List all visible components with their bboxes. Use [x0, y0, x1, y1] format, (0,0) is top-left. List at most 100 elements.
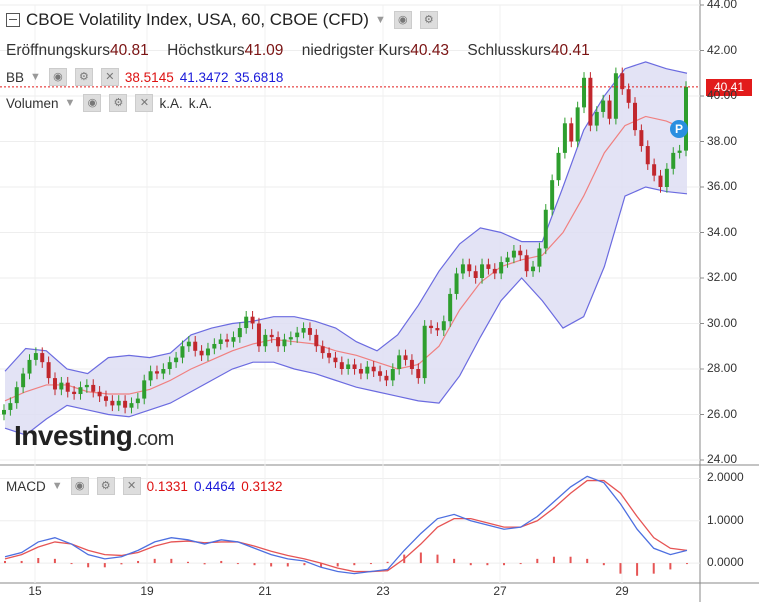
macd-hist-bar — [153, 558, 156, 564]
gear-icon[interactable]: ⚙ — [74, 68, 93, 86]
candle-body — [569, 123, 574, 142]
candle-body — [397, 355, 402, 369]
candle-body — [174, 357, 179, 363]
x-tick-label: 19 — [140, 584, 154, 598]
candle-body — [562, 123, 567, 153]
close-icon[interactable]: ✕ — [135, 94, 154, 112]
candle-body — [365, 366, 370, 374]
candle-body — [633, 102, 638, 131]
last-price-tag: 40.41 — [706, 79, 752, 96]
macd-hist-bar — [503, 563, 506, 566]
macd-legend: MACD ▼ ◉ ⚙ ✕ 0.1331 0.4464 0.3132 — [6, 477, 283, 495]
macd-hist-bar — [686, 563, 688, 565]
macd-hist-bar — [469, 563, 472, 566]
macd-hist-bar — [186, 561, 189, 564]
candle-body — [40, 353, 45, 363]
candle-body — [269, 334, 274, 338]
macd-line — [4, 475, 688, 575]
macd-hist-bar — [486, 563, 489, 566]
candle-body — [21, 373, 26, 388]
volume-legend: Volumen ▼ ◉ ⚙ ✕ k.A. k.A. — [6, 94, 212, 112]
candle-body — [352, 364, 357, 369]
candle-body — [601, 100, 606, 112]
candle-body — [537, 248, 542, 267]
candle-body — [486, 264, 491, 269]
candle-body — [205, 348, 210, 356]
gear-icon[interactable]: ⚙ — [419, 11, 438, 29]
candle-body — [231, 337, 236, 342]
collapse-icon[interactable] — [6, 13, 20, 27]
volume-value-1: k.A. — [159, 95, 183, 111]
chart-title-row: CBOE Volatility Index, USA, 60, CBOE (CF… — [6, 10, 438, 30]
candle-body — [460, 264, 465, 274]
candle-body — [403, 355, 408, 360]
candle-body — [613, 73, 618, 119]
y-tick-label: 32.00 — [707, 270, 738, 284]
candle-body — [607, 100, 612, 119]
macd-hist-bar — [303, 563, 306, 566]
candle-body — [288, 337, 293, 340]
volume-name[interactable]: Volumen — [6, 95, 59, 111]
macd-hist-bar — [636, 563, 639, 576]
candle-body — [556, 152, 561, 181]
macd-hist-bar — [419, 552, 422, 564]
candle-body — [218, 339, 223, 344]
candle-body — [550, 180, 555, 210]
bb-value-3: 35.6818 — [234, 69, 284, 85]
candle-body — [384, 375, 389, 381]
candle-body — [543, 209, 548, 249]
candle-body — [225, 339, 230, 342]
bb-name[interactable]: BB — [6, 69, 25, 85]
chevron-down-icon[interactable]: ▼ — [51, 480, 63, 492]
close-label: Schlusskurs — [467, 42, 551, 59]
eye-icon[interactable]: ◉ — [48, 68, 67, 86]
candle-body — [59, 382, 64, 390]
candle-body — [422, 325, 427, 379]
low-label: niedrigster Kurs — [301, 42, 411, 59]
candle-body — [588, 77, 593, 126]
macd-tick-label: 2.0000 — [707, 470, 744, 485]
y-tick-label: 30.00 — [707, 315, 738, 330]
candle-body — [8, 403, 13, 410]
candle-body — [467, 264, 472, 272]
close-icon[interactable]: ✕ — [100, 68, 119, 86]
chevron-down-icon[interactable]: ▼ — [374, 14, 386, 26]
macd-name[interactable]: MACD — [6, 478, 46, 494]
high-value: 41.09 — [244, 42, 284, 59]
candle-body — [27, 359, 32, 374]
macd-hist-bar — [203, 563, 206, 565]
eye-icon[interactable]: ◉ — [70, 477, 89, 495]
candle-body — [473, 271, 478, 278]
open-value: 40.81 — [109, 42, 149, 59]
eye-icon[interactable]: ◉ — [393, 11, 412, 29]
eye-icon[interactable]: ◉ — [83, 94, 102, 112]
candle-body — [346, 364, 351, 369]
x-tick-label: 29 — [615, 584, 629, 598]
candle-body — [78, 387, 83, 395]
gear-icon[interactable]: ⚙ — [109, 94, 128, 112]
y-tick-label: 26.00 — [707, 406, 738, 421]
y-tick-label: 42.00 — [707, 42, 738, 57]
chevron-down-icon[interactable]: ▼ — [64, 97, 76, 109]
candle-body — [327, 353, 332, 358]
close-icon[interactable]: ✕ — [122, 477, 141, 495]
low-value: 40.43 — [410, 42, 450, 59]
event-badge[interactable]: P — [670, 120, 688, 138]
macd-value-2: 0.4464 — [193, 478, 236, 494]
macd-hist-bar — [586, 558, 589, 564]
chevron-down-icon[interactable]: ▼ — [30, 71, 41, 83]
candle-body — [378, 371, 383, 376]
gear-icon[interactable]: ⚙ — [96, 477, 115, 495]
y-tick-label: 40.00 — [707, 88, 738, 102]
candle-body — [626, 89, 631, 103]
macd-hist-bar — [320, 563, 323, 568]
candle-body — [33, 353, 38, 360]
bb-value-1: 38.5145 — [124, 69, 174, 85]
y-tick-label: 36.00 — [707, 179, 738, 193]
macd-hist-bar — [552, 556, 555, 564]
candle-body — [620, 73, 625, 90]
y-tick-label: 34.00 — [707, 224, 738, 239]
candle-body — [505, 257, 510, 263]
candle-body — [129, 403, 134, 408]
